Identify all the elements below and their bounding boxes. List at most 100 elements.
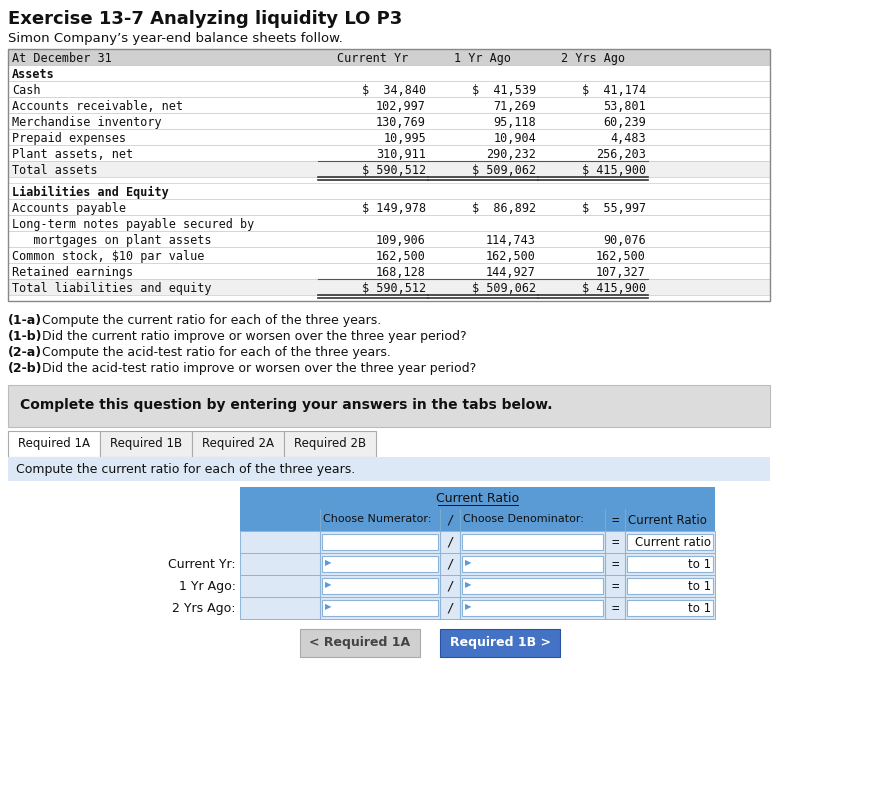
Text: =: =	[611, 601, 619, 614]
Bar	[322, 534, 438, 550]
Bar	[8, 279, 770, 296]
Text: Compute the current ratio for each of the three years.: Compute the current ratio for each of th…	[16, 463, 355, 475]
Bar	[192, 431, 284, 458]
Bar	[462, 534, 603, 550]
Text: 102,997: 102,997	[376, 100, 426, 113]
Text: 10,904: 10,904	[493, 132, 536, 145]
Text: 4,483: 4,483	[611, 132, 646, 145]
Text: 60,239: 60,239	[603, 116, 646, 128]
Text: ▶: ▶	[465, 601, 471, 610]
Text: (1-b): (1-b)	[8, 329, 43, 343]
Text: Choose Numerator:: Choose Numerator:	[323, 513, 432, 524]
Text: 114,743: 114,743	[486, 234, 536, 247]
Text: Did the acid-test ratio improve or worsen over the three year period?: Did the acid-test ratio improve or worse…	[38, 361, 477, 374]
Bar	[8, 146, 770, 161]
Text: Cash: Cash	[12, 84, 40, 97]
Bar	[8, 200, 770, 216]
Text: to 1: to 1	[687, 557, 711, 570]
Text: Assets: Assets	[12, 68, 55, 81]
Text: $  34,840: $ 34,840	[362, 84, 426, 97]
Text: 144,927: 144,927	[486, 266, 536, 279]
Text: Common stock, $10 par value: Common stock, $10 par value	[12, 250, 205, 263]
Text: 1 Yr Ago:: 1 Yr Ago:	[179, 579, 236, 593]
Text: Current Yr:: Current Yr:	[168, 557, 236, 570]
Text: /: /	[446, 601, 454, 614]
Bar	[240, 575, 715, 597]
Text: $ 590,512: $ 590,512	[362, 282, 426, 295]
Text: Liabilities and Equity: Liabilities and Equity	[12, 185, 169, 199]
Bar	[8, 114, 770, 130]
Text: =: =	[611, 513, 619, 526]
Text: 109,906: 109,906	[376, 234, 426, 247]
Bar	[240, 532, 715, 553]
Text: /: /	[446, 579, 454, 593]
Text: Long-term notes payable secured by: Long-term notes payable secured by	[12, 218, 254, 230]
Bar	[627, 556, 713, 573]
Bar	[8, 184, 770, 200]
Text: ▶: ▶	[325, 557, 332, 566]
Text: Choose Denominator:: Choose Denominator:	[463, 513, 584, 524]
Text: $  86,892: $ 86,892	[472, 202, 536, 214]
Bar	[8, 161, 770, 177]
Text: /: /	[446, 536, 454, 548]
Text: $  55,997: $ 55,997	[582, 202, 646, 214]
Bar	[8, 50, 770, 302]
Text: Complete this question by entering your answers in the tabs below.: Complete this question by entering your …	[20, 397, 552, 411]
Text: Required 1B: Required 1B	[110, 437, 182, 450]
Bar	[462, 578, 603, 594]
Bar	[8, 130, 770, 146]
Text: Current Yr: Current Yr	[337, 52, 409, 65]
Text: Compute the acid-test ratio for each of the three years.: Compute the acid-test ratio for each of …	[38, 345, 391, 359]
Text: $ 590,512: $ 590,512	[362, 164, 426, 177]
Bar	[462, 556, 603, 573]
Text: 2 Yrs Ago:: 2 Yrs Ago:	[173, 601, 236, 614]
Text: 162,500: 162,500	[486, 250, 536, 263]
Text: =: =	[611, 579, 619, 593]
Bar	[240, 509, 715, 532]
Bar	[322, 578, 438, 594]
Bar	[240, 597, 715, 619]
Text: 71,269: 71,269	[493, 100, 536, 113]
Text: =: =	[611, 536, 619, 548]
Text: Required 1A: Required 1A	[18, 437, 90, 450]
Text: 130,769: 130,769	[376, 116, 426, 128]
Bar	[322, 556, 438, 573]
Text: Retained earnings: Retained earnings	[12, 266, 133, 279]
Text: 162,500: 162,500	[596, 250, 646, 263]
Text: to 1: to 1	[687, 579, 711, 593]
Bar	[240, 553, 715, 575]
Bar	[240, 487, 715, 509]
Text: 107,327: 107,327	[596, 266, 646, 279]
Bar	[8, 50, 770, 66]
Text: Accounts payable: Accounts payable	[12, 202, 126, 214]
Bar	[8, 232, 770, 247]
Text: Total liabilities and equity: Total liabilities and equity	[12, 282, 212, 295]
Text: ▶: ▶	[465, 557, 471, 566]
Text: Total assets: Total assets	[12, 164, 97, 177]
Text: Merchandise inventory: Merchandise inventory	[12, 116, 162, 128]
Text: $ 509,062: $ 509,062	[472, 282, 536, 295]
Text: < Required 1A: < Required 1A	[309, 636, 410, 649]
Bar	[8, 98, 770, 114]
Text: mortgages on plant assets: mortgages on plant assets	[12, 234, 212, 247]
Text: 90,076: 90,076	[603, 234, 646, 247]
Text: $ 415,900: $ 415,900	[582, 164, 646, 177]
Text: Exercise 13-7 Analyzing liquidity LO P3: Exercise 13-7 Analyzing liquidity LO P3	[8, 10, 402, 28]
Text: 290,232: 290,232	[486, 148, 536, 161]
Bar	[284, 431, 376, 458]
Text: to 1: to 1	[687, 601, 711, 614]
Text: 95,118: 95,118	[493, 116, 536, 128]
Text: $  41,539: $ 41,539	[472, 84, 536, 97]
Text: Current Ratio: Current Ratio	[628, 513, 707, 526]
Text: Did the current ratio improve or worsen over the three year period?: Did the current ratio improve or worsen …	[38, 329, 467, 343]
Text: ▶: ▶	[325, 579, 332, 589]
Bar	[8, 385, 770, 427]
Text: =: =	[611, 557, 619, 570]
Bar	[8, 263, 770, 279]
Text: 168,128: 168,128	[376, 266, 426, 279]
Text: /: /	[446, 513, 454, 526]
Bar	[300, 630, 420, 657]
Text: $ 149,978: $ 149,978	[362, 202, 426, 214]
Text: Current Ratio: Current Ratio	[436, 491, 519, 504]
Text: 10,995: 10,995	[384, 132, 426, 145]
